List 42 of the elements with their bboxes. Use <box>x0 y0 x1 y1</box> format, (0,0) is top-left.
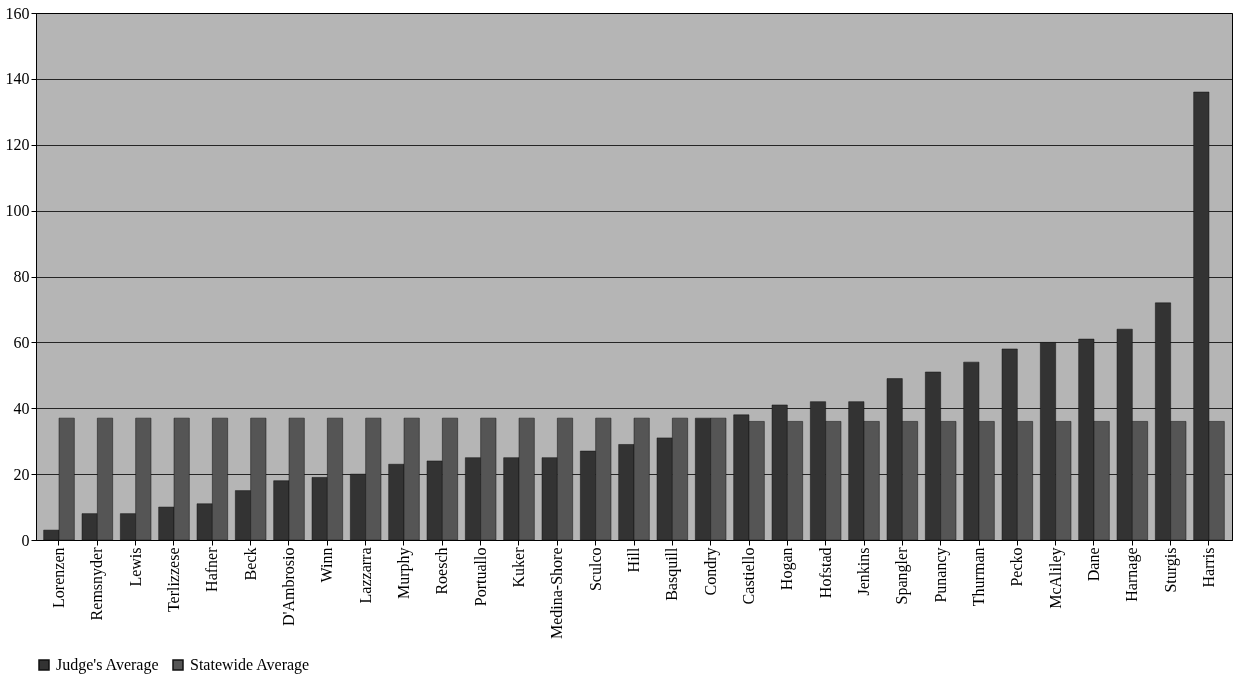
x-tick-label: Sturgis <box>1161 547 1180 593</box>
x-tick-label: Lazzarra <box>356 547 374 604</box>
x-tick-label: Harris <box>1200 547 1217 588</box>
x-tick-label: Pecko <box>1008 547 1026 587</box>
x-tick-label: McAliley <box>1046 547 1065 609</box>
x-tick-label: Condry <box>701 547 720 596</box>
x-tick-label: Castiello <box>740 547 757 605</box>
x-tick-label: Jenkins <box>855 547 872 596</box>
x-tick-label: Thurman <box>970 547 987 607</box>
x-tick-label: Beck <box>241 547 259 581</box>
y-tick-label: 20 <box>13 465 30 483</box>
x-tick-label: Spangler <box>893 546 912 605</box>
x-tick-label: Basquill <box>663 546 682 601</box>
x-tick-label: Portuallo <box>471 547 489 607</box>
x-tick-label: Hill <box>625 546 642 573</box>
y-tick-label: 80 <box>13 268 30 285</box>
x-tick-label: Remsnyder <box>88 546 107 621</box>
y-tick-label: 120 <box>5 136 30 154</box>
y-tick-label: 60 <box>13 333 30 351</box>
legend-label: Statewide Average <box>190 656 310 674</box>
x-tick-label: Winn <box>318 547 336 583</box>
x-tick-label: Dane <box>1085 547 1102 582</box>
x-tick-label: Hafner <box>203 546 221 592</box>
x-tick-label: Murphy <box>395 547 413 600</box>
y-tick-label: 0 <box>21 531 30 549</box>
x-tick-label: Lewis <box>126 547 144 587</box>
x-tick-label: Sculco <box>586 547 604 592</box>
legend-label: Judge's Average <box>56 656 159 674</box>
x-tick-label: Lorenzen <box>50 547 67 608</box>
x-tick-label: Hofstad <box>816 547 834 599</box>
x-tick-label: Kuker <box>510 546 527 588</box>
x-tick-label: Roesch <box>433 547 451 595</box>
y-tick-label: 40 <box>13 399 30 417</box>
x-tick-label: Harnage <box>1123 547 1142 602</box>
y-tick-label: 100 <box>5 202 30 220</box>
y-tick-label: 140 <box>5 70 30 88</box>
x-tick-label: Punancy <box>931 547 950 603</box>
x-tick-label: D'Ambrosio <box>280 547 297 626</box>
x-tick-label: Terlizzese <box>165 547 182 613</box>
y-tick-label: 160 <box>5 4 30 22</box>
x-tick-label: Medina-Shore <box>548 547 566 640</box>
x-tick-label: Hogan <box>778 547 797 591</box>
